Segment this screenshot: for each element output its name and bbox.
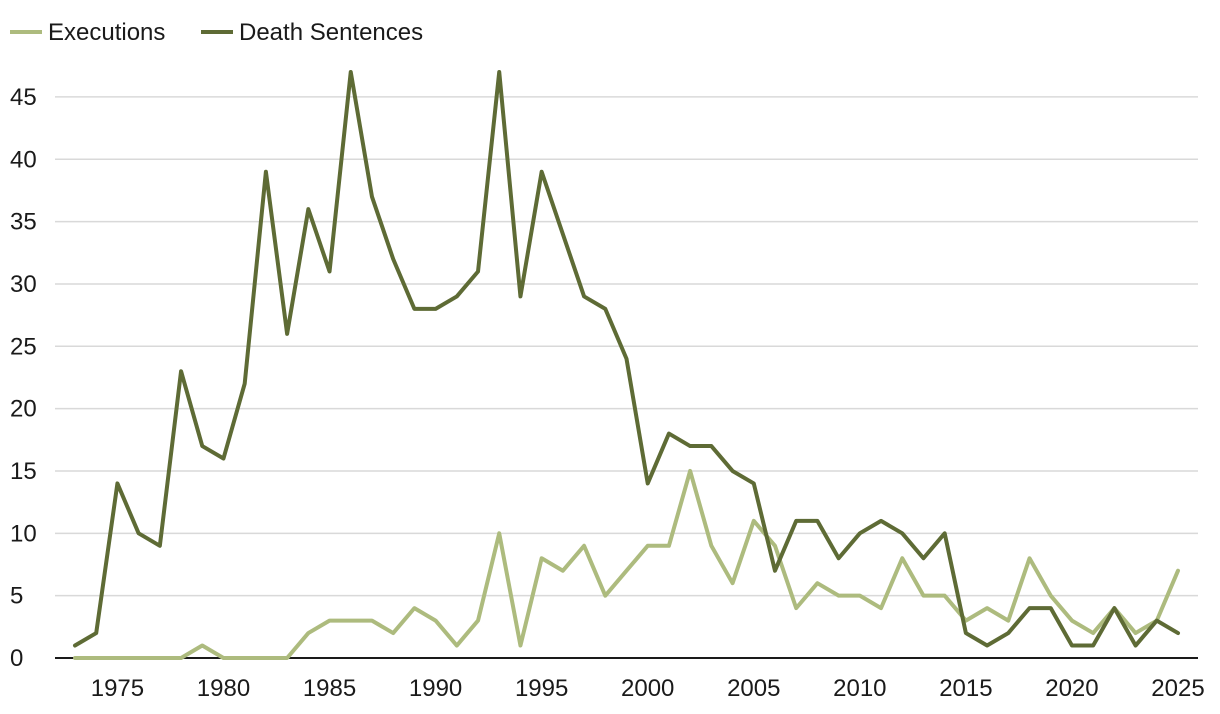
series-line-death-sentences: [73, 70, 1180, 648]
y-axis-tick-labels: 0 5 10 15 20 25 30 35 40 45: [10, 84, 37, 672]
x-tick-label: 1990: [409, 675, 462, 702]
x-tick-label: 1980: [197, 675, 250, 702]
legend-label-executions: Executions: [48, 19, 165, 46]
x-tick-label: 1985: [303, 675, 356, 702]
y-tick-label: 20: [10, 396, 37, 423]
x-tick-label: 2010: [833, 675, 886, 702]
x-tick-label: 2020: [1045, 675, 1098, 702]
y-tick-label: 45: [10, 84, 37, 111]
x-tick-label: 2015: [939, 675, 992, 702]
legend-item-death-sentences: Death Sentences: [201, 19, 423, 46]
y-tick-label: 30: [10, 271, 37, 298]
y-tick-label: 40: [10, 146, 37, 173]
x-tick-label: 1995: [515, 675, 568, 702]
x-tick-label: 2025: [1151, 675, 1204, 702]
gridlines: [55, 96, 1198, 597]
y-tick-label: 5: [10, 583, 23, 610]
legend: Executions Death Sentences: [10, 19, 423, 46]
y-tick-label: 25: [10, 333, 37, 360]
y-tick-label: 0: [10, 645, 23, 672]
legend-label-death-sentences: Death Sentences: [239, 19, 423, 46]
series-lines: [73, 70, 1180, 660]
y-tick-label: 15: [10, 458, 37, 485]
y-tick-label: 35: [10, 209, 37, 236]
x-tick-label: 1975: [91, 675, 144, 702]
series-line-executions: [73, 468, 1180, 660]
x-tick-label: 2005: [727, 675, 780, 702]
x-tick-label: 2000: [621, 675, 674, 702]
legend-item-executions: Executions: [10, 19, 165, 46]
x-axis-tick-labels: 1975 1980 1985 1990 1995 2000 2005 2010 2015 2020…: [91, 675, 1205, 702]
y-tick-label: 10: [10, 520, 37, 547]
